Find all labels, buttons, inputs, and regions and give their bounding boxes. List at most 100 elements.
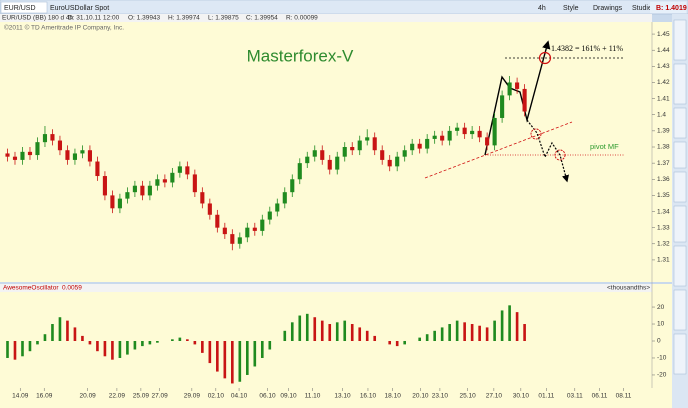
candle-body (327, 159, 332, 170)
x-tick-label: 30.10 (513, 393, 530, 400)
y-tick-label: 1.45 (657, 31, 670, 38)
y-tick-label: 1.39 (657, 128, 670, 135)
oscillator-bar (523, 324, 526, 341)
timeframe[interactable]: 4h (538, 5, 546, 12)
info-high: H: 1.39974 (168, 15, 200, 22)
y-tick-label: 1.41 (657, 95, 670, 102)
candle-body (335, 156, 340, 170)
oscillator-bar (463, 322, 466, 341)
oscillator-bar (245, 341, 249, 375)
oscillator-bar (515, 312, 519, 341)
oscillator-bar (21, 341, 24, 357)
candle-body (440, 135, 445, 141)
y-tick-label: 1.4 (657, 111, 666, 118)
candle-body (20, 151, 25, 160)
oscillator-bar (478, 325, 481, 341)
target-annotation: 1.4382 = 161% + 11% (551, 44, 623, 53)
y-tick-label: 1.31 (657, 257, 670, 264)
oscillator-bar (260, 341, 264, 358)
candle-body (50, 134, 55, 141)
candle-body (192, 174, 197, 193)
oscillator-bar (223, 341, 227, 379)
candle-body (282, 192, 287, 204)
candle-body (80, 150, 85, 154)
candle-body (305, 156, 310, 164)
oscillator-bar (208, 341, 212, 364)
candle-body (312, 150, 317, 157)
y-tick-label: 20 (657, 304, 665, 311)
candle-body (357, 140, 362, 151)
oscillator-bar (148, 341, 152, 345)
candle-body (215, 214, 220, 228)
candle-body (170, 172, 175, 183)
info-low: L: 1.39875 (208, 15, 239, 22)
oscillator-bar (193, 341, 197, 345)
candle-body (297, 163, 302, 180)
symbol-tab-label[interactable]: EUR/USD (4, 5, 36, 12)
oscillator-bar (493, 320, 496, 341)
x-tick-label: 06.11 (592, 393, 608, 400)
candle-body (72, 153, 78, 160)
x-tick-label: 16.09 (36, 393, 53, 400)
candle-body (222, 227, 227, 235)
oscillator-bar (36, 341, 39, 345)
oscillator-bar (328, 324, 332, 341)
x-tick-label: 20.10 (412, 393, 429, 400)
pivot-annotation: pivot MF (590, 142, 619, 151)
y-tick-label: 1.38 (657, 144, 670, 151)
candle-body (162, 179, 167, 183)
side-tab-buttons[interactable] (673, 19, 687, 375)
oscillator-bar (433, 330, 436, 341)
oscillator-bar (320, 320, 324, 341)
oscillator-bar (103, 341, 107, 357)
y-tick-label: 1.34 (657, 208, 670, 215)
oscillator-bar (253, 341, 257, 367)
candle-body (447, 130, 452, 141)
oscillator-bar (343, 320, 347, 341)
menu-drawings[interactable]: Drawings (593, 5, 623, 12)
menu-style[interactable]: Style (563, 5, 579, 12)
copyright: ©2011 © TD Ameritrade IP Company, Inc. (4, 24, 124, 32)
oscillator-bar (6, 341, 9, 358)
candle-body (237, 237, 242, 244)
date-axis (0, 388, 672, 408)
x-tick-label: 13.10 (334, 393, 351, 400)
oscillator-bar (290, 322, 294, 341)
candle-body (365, 137, 370, 141)
oscillator-bar (350, 324, 354, 341)
candle-body (87, 150, 92, 162)
candle-body (290, 179, 295, 193)
candle-body (492, 117, 497, 146)
y-tick-label: -10 (657, 355, 667, 362)
symbol-tab[interactable] (0, 1, 48, 14)
oscillator-bar (508, 305, 511, 341)
candle-body (507, 82, 512, 96)
oscillator-bar (13, 341, 17, 360)
candle-body (417, 143, 422, 149)
menu-studies[interactable]: Studies (632, 5, 656, 12)
oscillator-bar (425, 334, 429, 341)
oscillator-bar (313, 317, 317, 341)
y-tick-label: 10 (657, 321, 665, 328)
y-tick-label: 1.36 (657, 176, 670, 183)
candle-body (425, 138, 430, 149)
candle-body (462, 127, 467, 135)
oscillator-bar (58, 317, 62, 341)
candle-body (372, 137, 377, 151)
oscillator-bar (440, 327, 444, 341)
oscillator-bar (485, 327, 489, 341)
oscillator-bar (51, 324, 54, 341)
symbol-description: EuroUSDollar Spot (50, 5, 109, 12)
candle-body (5, 153, 10, 157)
candle-body (125, 192, 130, 199)
candle-body (42, 134, 48, 143)
candle-body (185, 166, 190, 175)
candle-body (110, 195, 115, 209)
oscillator-bar (126, 341, 129, 355)
oscillator-bar (403, 341, 407, 345)
oscillator-bar (201, 341, 204, 353)
oscillator-bar (88, 341, 92, 345)
y-tick-label: 1.32 (657, 241, 670, 248)
info-date: D: 31.10.11 12:00 (68, 15, 120, 22)
